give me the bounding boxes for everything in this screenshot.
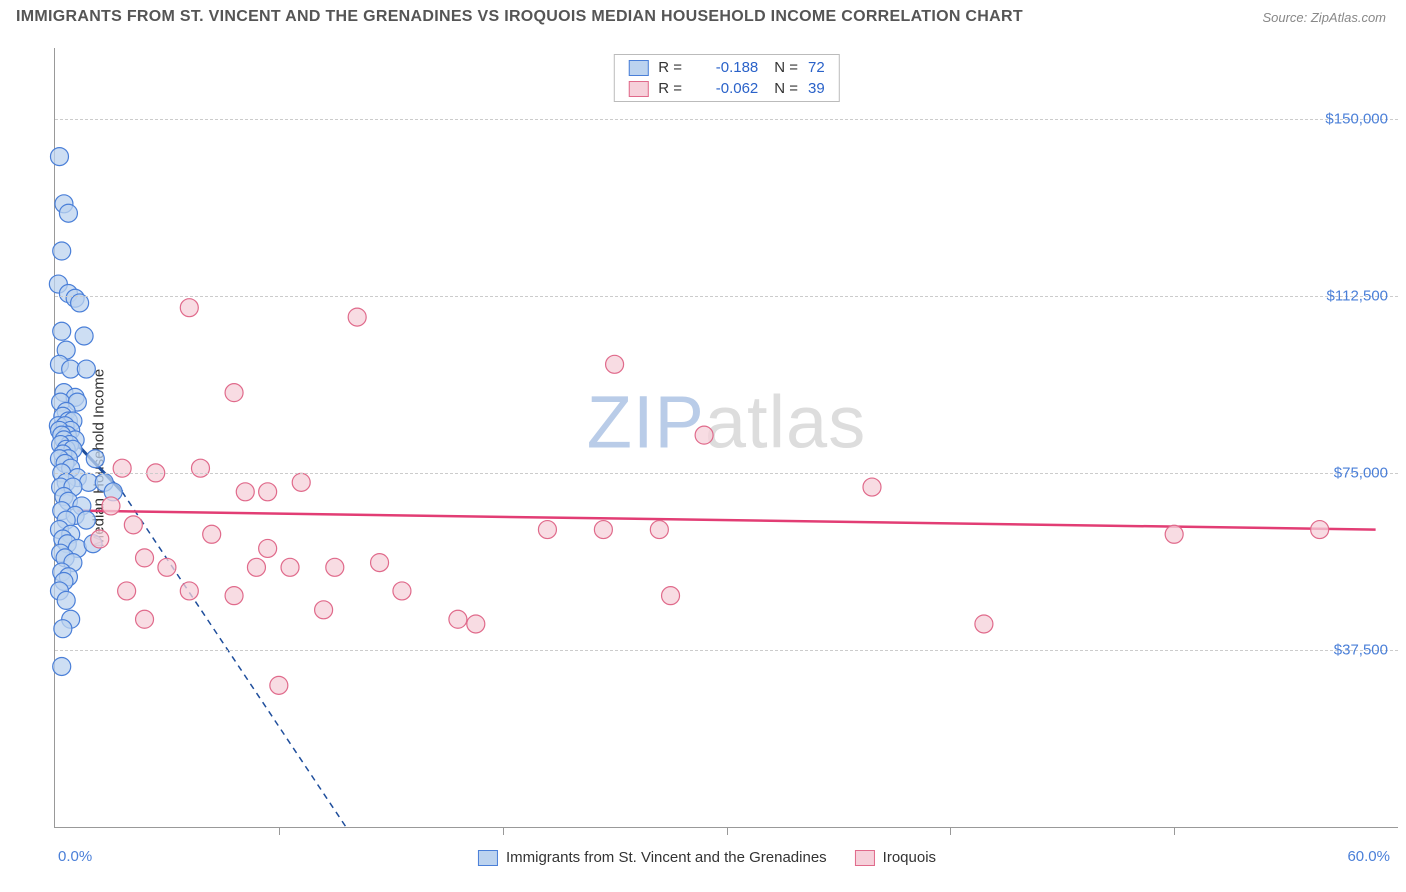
data-point (315, 601, 333, 619)
data-point (371, 554, 389, 572)
data-point (225, 384, 243, 402)
data-point (606, 355, 624, 373)
data-point (86, 450, 104, 468)
y-tick-label: $112,500 (1327, 287, 1388, 304)
chart-title: IMMIGRANTS FROM ST. VINCENT AND THE GREN… (16, 8, 1023, 26)
data-point (863, 478, 881, 496)
data-point (53, 242, 71, 260)
data-point (594, 521, 612, 539)
data-point (281, 558, 299, 576)
y-tick-label: $75,000 (1334, 464, 1388, 481)
source-attribution: Source: ZipAtlas.com (1262, 10, 1386, 25)
data-point (975, 615, 993, 633)
data-point (50, 148, 68, 166)
data-point (662, 587, 680, 605)
data-point (695, 426, 713, 444)
data-point (1165, 525, 1183, 543)
data-point (259, 539, 277, 557)
chart-header: IMMIGRANTS FROM ST. VINCENT AND THE GREN… (0, 0, 1406, 30)
data-point (124, 516, 142, 534)
data-point (136, 549, 154, 567)
data-point (75, 327, 93, 345)
legend-swatch-1 (478, 850, 498, 866)
trendline (77, 511, 1375, 530)
data-point (77, 360, 95, 378)
data-point (393, 582, 411, 600)
trendline-extrapolated (122, 492, 346, 827)
data-point (449, 610, 467, 628)
data-point (53, 657, 71, 675)
x-tick (279, 827, 280, 835)
plot-svg (55, 48, 1398, 827)
data-point (136, 610, 154, 628)
data-point (650, 521, 668, 539)
data-point (158, 558, 176, 576)
data-point (59, 204, 77, 222)
data-point (113, 459, 131, 477)
legend-item-2: Iroquois (855, 849, 936, 866)
chart-container: Median Household Income ZIPatlas R = -0.… (16, 44, 1398, 872)
data-point (57, 591, 75, 609)
gridline (55, 473, 1398, 474)
data-point (326, 558, 344, 576)
gridline (55, 650, 1398, 651)
legend-item-1: Immigrants from St. Vincent and the Gren… (478, 849, 827, 866)
plot-area: ZIPatlas R = -0.188 N = 72 R = -0.062 N … (54, 48, 1398, 828)
x-tick (503, 827, 504, 835)
legend-label-2: Iroquois (883, 849, 936, 866)
legend-swatch-2 (855, 850, 875, 866)
data-point (191, 459, 209, 477)
data-point (247, 558, 265, 576)
data-point (1311, 521, 1329, 539)
data-point (77, 511, 95, 529)
data-point (467, 615, 485, 633)
data-point (54, 620, 72, 638)
data-point (270, 676, 288, 694)
data-point (259, 483, 277, 501)
data-point (91, 530, 109, 548)
data-point (538, 521, 556, 539)
data-point (118, 582, 136, 600)
data-point (225, 587, 243, 605)
gridline (55, 296, 1398, 297)
y-tick-label: $37,500 (1334, 641, 1388, 658)
data-point (180, 299, 198, 317)
series-legend: Immigrants from St. Vincent and the Gren… (478, 849, 936, 866)
data-point (348, 308, 366, 326)
x-tick (1174, 827, 1175, 835)
x-tick (950, 827, 951, 835)
x-tick (727, 827, 728, 835)
data-point (292, 473, 310, 491)
x-axis-max-label: 60.0% (1347, 848, 1390, 865)
data-point (53, 322, 71, 340)
legend-label-1: Immigrants from St. Vincent and the Gren… (506, 849, 827, 866)
data-point (180, 582, 198, 600)
gridline (55, 119, 1398, 120)
data-point (236, 483, 254, 501)
y-tick-label: $150,000 (1325, 110, 1388, 127)
x-axis-min-label: 0.0% (58, 848, 92, 865)
data-point (203, 525, 221, 543)
data-point (102, 497, 120, 515)
